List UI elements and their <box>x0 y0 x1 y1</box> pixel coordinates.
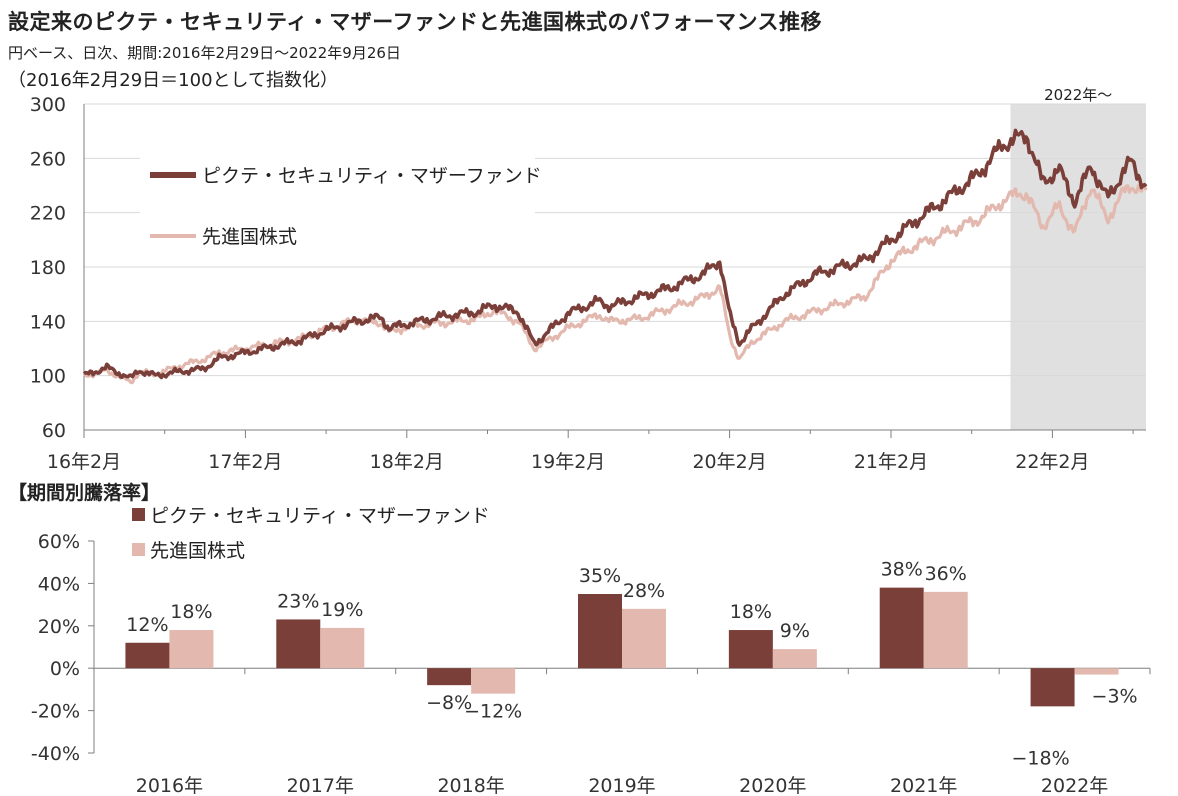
y-tick-label: 300 <box>30 94 66 116</box>
section-title: 【期間別騰落率】 <box>8 482 161 504</box>
bar-index <box>923 591 968 669</box>
bar-data-label: −12% <box>464 701 522 723</box>
index-note: （2016年2月29日＝100として指数化） <box>8 70 338 91</box>
bar-y-tick-label: 0% <box>50 658 80 680</box>
bar-fund <box>276 619 321 669</box>
bar-data-label: −18% <box>1011 747 1069 769</box>
y-tick-label: 260 <box>30 148 66 170</box>
bar-index <box>622 608 666 669</box>
bar-data-label: 35% <box>579 565 621 587</box>
bar-category-label: 2018年 <box>437 775 504 796</box>
x-tick-label: 19年2月 <box>531 451 605 473</box>
bar-index <box>772 649 817 669</box>
bar-index <box>1074 668 1119 675</box>
bar-fund <box>728 630 773 669</box>
y-tick-label: 180 <box>30 257 66 279</box>
bar-category-label: 2022年 <box>1041 775 1108 796</box>
bar-data-label: 23% <box>277 590 319 612</box>
bar-fund <box>879 587 924 669</box>
bar-data-label: 19% <box>321 599 363 621</box>
x-tick-label: 20年2月 <box>692 451 766 473</box>
x-tick-label: 21年2月 <box>854 451 928 473</box>
bar-fund <box>1030 668 1075 707</box>
bar-category-label: 2020年 <box>739 775 806 796</box>
y-tick-label: 140 <box>30 311 66 333</box>
y-tick-label: 60 <box>42 420 66 442</box>
bar-index <box>169 630 214 669</box>
bar-category-label: 2021年 <box>890 775 957 796</box>
y-tick-label: 220 <box>30 203 66 225</box>
bar-y-tick-label: 60% <box>38 531 80 553</box>
bar-data-label: 36% <box>925 563 967 585</box>
bar-category-label: 2019年 <box>588 775 655 796</box>
bar-fund <box>125 642 170 669</box>
series-line-fund <box>82 128 1148 380</box>
line-chart: 2022年～ 60 100 140 180 220 260 300 16年2月 17年2月 18年2… <box>30 86 1148 473</box>
bar-legend-label-index: 先進国株式 <box>150 540 245 562</box>
bar-data-label: 28% <box>623 580 665 602</box>
bar-legend-label-fund: ピクテ・セキュリティ・マザーファンド <box>150 505 490 527</box>
x-tick-label: 18年2月 <box>370 451 444 473</box>
bar-y-tick-label: -40% <box>31 743 80 765</box>
bar-data-label: 9% <box>780 620 810 642</box>
x-tick-label: 22年2月 <box>1015 451 1089 473</box>
bar-index <box>320 627 365 669</box>
bar-data-label: 12% <box>126 614 168 636</box>
highlight-label: 2022年～ <box>1044 86 1112 104</box>
bar-legend-swatch-fund <box>132 508 145 521</box>
bar-category-label: 2017年 <box>287 775 354 796</box>
bar-fund <box>427 668 472 686</box>
bar-data-label: 18% <box>170 601 212 623</box>
bar-y-tick-label: 20% <box>38 616 80 638</box>
legend-box <box>140 150 535 260</box>
bar-fund <box>578 594 622 669</box>
legend-label-index: 先進国株式 <box>202 226 297 248</box>
series-line-index <box>82 183 1148 385</box>
bar-legend-swatch-index <box>132 543 145 556</box>
chart-title: 設定来のピクテ・セキュリティ・マザーファンドと先進国株式のパフォーマンス推移 <box>8 10 823 34</box>
x-tick-label: 17年2月 <box>208 451 282 473</box>
bar-data-label: −8% <box>426 692 472 714</box>
chart-subtitle: 円ベース、日次、期間:2016年2月29日～2022年9月26日 <box>8 44 401 62</box>
x-tick-label: 16年2月 <box>47 451 121 473</box>
bar-data-label: 18% <box>730 601 772 623</box>
bar-y-tick-label: -20% <box>31 701 80 723</box>
bar-data-label: −3% <box>1092 686 1138 708</box>
y-tick-label: 100 <box>30 366 66 388</box>
bar-y-tick-label: 40% <box>38 573 80 595</box>
bar-data-label: 38% <box>881 559 923 581</box>
legend-label-fund: ピクテ・セキュリティ・マザーファンド <box>202 165 542 187</box>
bar-index <box>471 668 516 694</box>
bar-category-label: 2016年 <box>136 775 203 796</box>
